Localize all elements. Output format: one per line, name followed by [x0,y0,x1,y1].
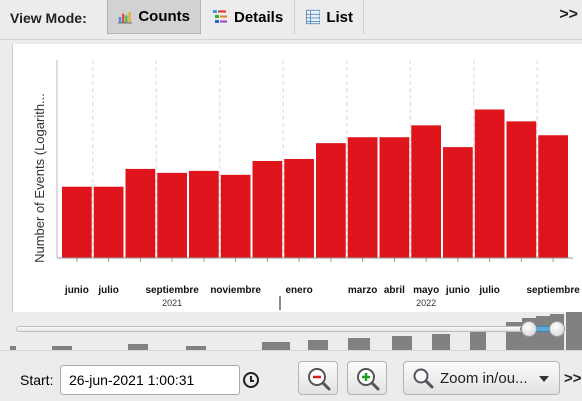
bar-2022-05[interactable] [411,125,441,258]
x-axis-month-labels: junio julio septiembre noviembre enero marzo a… [64,258,580,296]
month-label: julio [97,285,119,296]
month-label: marzo [348,285,377,296]
month-label: junio [445,285,470,296]
mini-histogram-bar [470,332,486,352]
bar-2021-10[interactable] [189,171,219,258]
bar-2022-01[interactable] [284,159,314,258]
year-label: 2021 [162,298,182,308]
zoom-dropdown-label: Zoom in/ou... [440,370,528,387]
clock-icon[interactable] [243,372,259,388]
mini-histogram-bar [566,312,582,352]
month-label: septiembre [145,285,199,296]
chart-bars [62,110,568,259]
bar-2021-08[interactable] [126,169,156,258]
bar-2022-04[interactable] [380,137,410,258]
bar-2021-06[interactable] [62,187,92,258]
zoom-out-icon [299,362,339,396]
view-mode-label: View Mode: [10,10,87,26]
range-end-thumb[interactable] [549,321,565,337]
month-label: abril [384,285,405,296]
counts-view-button[interactable]: Counts [107,0,201,34]
month-label: mayo [413,285,439,296]
month-label: julio [478,285,500,296]
list-label: List [326,9,353,26]
details-view-button[interactable]: Details [202,0,295,34]
month-label: septiembre [526,285,580,296]
counts-chart-panel: Number of Events (Logarith... junio julio… [12,44,582,312]
details-tree-icon [212,9,228,25]
bar-2022-06[interactable] [443,147,473,258]
bar-2021-09[interactable] [157,173,187,258]
time-range-slider-track[interactable] [16,326,542,332]
details-label: Details [234,9,283,26]
counts-label: Counts [138,8,190,25]
bar-2022-07[interactable] [475,110,505,259]
bar-2021-11[interactable] [221,175,251,258]
y-axis-label: Number of Events (Logarith... [32,93,47,263]
bar-2022-09[interactable] [538,135,568,258]
view-mode-toolbar: View Mode: Counts Details Li [0,0,582,40]
x-axis-year-labels: 2021 2022 [162,298,436,308]
bar-2022-02[interactable] [316,143,346,258]
month-label: enero [286,285,313,296]
bar-2021-12[interactable] [253,161,283,258]
bottom-overflow-button[interactable]: >> [564,370,582,387]
zoom-out-button[interactable] [298,361,338,395]
zoom-dropdown[interactable]: Zoom in/ou... [403,361,560,395]
start-datetime-field[interactable] [60,365,240,395]
list-view-button[interactable]: List [296,0,364,34]
overview-mini-histogram [0,312,582,352]
mini-histogram-bar [536,316,550,352]
zoom-in-button[interactable] [347,361,387,395]
event-count-chart: Number of Events (Logarith... junio julio… [13,44,582,312]
zoom-in-icon [348,362,388,396]
bar-2022-08[interactable] [507,121,537,258]
year-label: 2022 [416,298,436,308]
list-table-icon [306,9,320,25]
month-label: junio [64,285,89,296]
start-label: Start: [20,372,53,388]
toolbar-overflow-button[interactable]: >> [559,6,578,24]
chevron-down-icon [539,376,549,382]
magnifier-icon [412,367,434,389]
month-label: noviembre [210,285,261,296]
range-start-thumb[interactable] [521,321,537,337]
bar-2021-07[interactable] [94,187,124,258]
bar-2022-03[interactable] [348,137,378,258]
bar-chart-icon [118,9,132,25]
